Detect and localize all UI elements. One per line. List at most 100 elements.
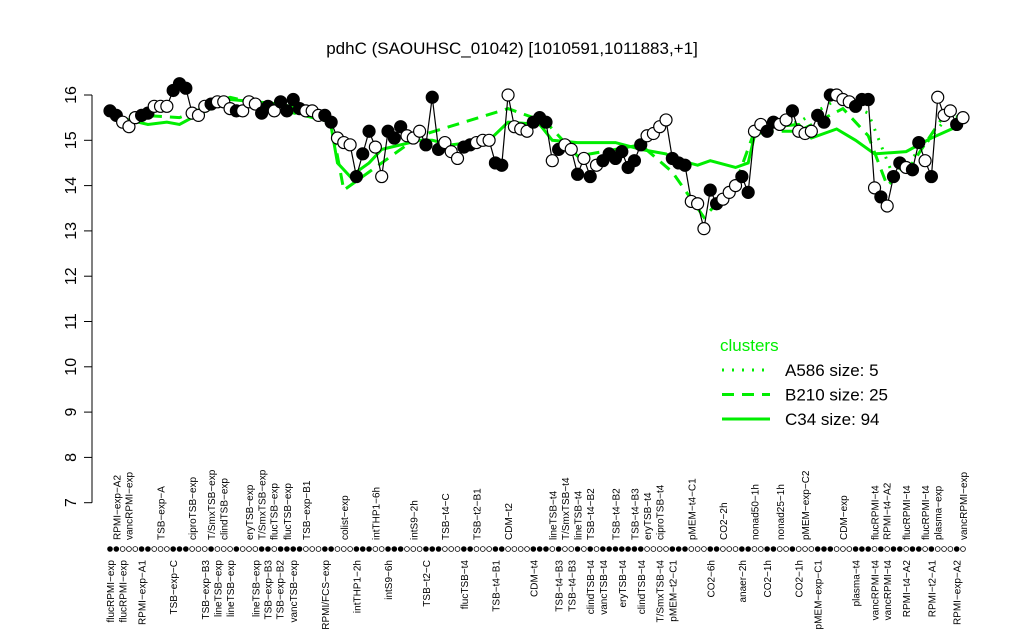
sample-rug — [107, 546, 966, 552]
rug-marker — [776, 546, 783, 552]
x-label-top: RPMI−exp−A2 — [112, 475, 123, 540]
rug-marker — [195, 546, 202, 552]
x-label-bottom: TSB−exp−B3 — [201, 560, 212, 620]
rug-marker — [429, 546, 436, 552]
filled-data-point — [495, 158, 509, 172]
rug-marker — [846, 546, 853, 552]
y-tick-label: 15 — [63, 131, 80, 149]
x-label-top: ciproTSB−t4 — [656, 484, 667, 540]
x-label-bottom: TSB−t4−B3 — [567, 560, 578, 612]
x-label-top: ciproTSB−exp — [188, 476, 199, 540]
x-label-bottom: RPMI/FCS−exp — [321, 560, 332, 630]
x-label-bottom: eryTSB−t4 — [618, 560, 629, 608]
filled-data-point — [735, 169, 749, 184]
rug-marker — [871, 546, 878, 552]
filled-data-point — [179, 81, 193, 95]
x-label-top: colist−exp — [340, 495, 351, 540]
rug-marker — [562, 546, 568, 552]
legend-label: B210 size: 25 — [785, 386, 888, 405]
x-label-bottom: RPMI−t4−A2 — [902, 560, 913, 618]
rug-marker — [555, 546, 562, 552]
rug-marker — [353, 546, 360, 552]
y-tick-label: 11 — [63, 313, 80, 330]
rug-marker — [637, 546, 644, 552]
x-label-top: intS9−2h — [409, 500, 420, 540]
rug-marker — [783, 546, 789, 552]
filled-data-point — [760, 124, 774, 138]
x-label-top: nonad50−1h — [750, 484, 761, 540]
filled-data-point — [324, 115, 338, 129]
rug-marker — [764, 546, 770, 552]
filled-data-point — [419, 138, 433, 152]
rug-marker — [347, 546, 353, 552]
x-label-bottom: flucRPMI−exp — [106, 560, 117, 623]
open-data-point — [501, 88, 515, 102]
rug-marker — [176, 546, 183, 552]
x-label-bottom: pMEM−t2−C1 — [668, 560, 679, 622]
x-label-top: TSB−t4−C — [441, 493, 452, 540]
filled-data-point — [274, 95, 288, 109]
filled-data-point — [387, 131, 401, 145]
x-label-bottom: flucTSB−t4 — [460, 560, 471, 610]
rug-marker — [682, 546, 688, 552]
x-label-top: pMEM−exp−C2 — [801, 470, 812, 540]
x-label-bottom: TSB−exp−B3 — [263, 560, 274, 620]
rug-marker — [322, 546, 328, 552]
cluster-line-dashed — [109, 95, 964, 220]
rug-marker — [745, 546, 751, 552]
rug-marker — [189, 546, 195, 552]
filled-data-point — [349, 169, 364, 184]
y-tick-label: 9 — [63, 408, 80, 417]
open-data-point — [931, 90, 945, 104]
open-data-point — [867, 181, 882, 195]
rug-marker — [587, 546, 594, 552]
rug-marker — [423, 546, 429, 552]
x-label-top: flucTSB−exp — [283, 483, 294, 540]
rug-marker — [467, 546, 473, 552]
x-label-bottom: lineTSB−exp — [251, 560, 262, 617]
rug-marker — [239, 546, 246, 552]
open-data-point — [267, 104, 281, 118]
rug-marker — [435, 546, 442, 552]
x-label-top: RPMI−t4−A2 — [883, 482, 894, 540]
x-label-bottom: lineTSB−exp — [213, 560, 224, 617]
legend-title: clusters — [720, 336, 779, 355]
x-label-bottom: CO2−1h — [763, 560, 774, 598]
rug-marker — [606, 546, 612, 552]
rug-marker — [233, 546, 240, 552]
rug-marker — [960, 546, 966, 552]
rug-marker — [947, 546, 954, 552]
rug-marker — [284, 546, 290, 552]
x-label-top: flucRPMI−t4 — [902, 485, 913, 540]
open-data-point — [375, 169, 389, 184]
x-label-top: TSB−t4−B2 — [611, 488, 622, 540]
y-tick-label: 13 — [63, 222, 80, 240]
rug-marker — [808, 546, 815, 552]
open-data-point — [728, 179, 743, 193]
rug-marker — [720, 546, 726, 552]
x-label-bottom: vancRPMI−t4 — [883, 560, 894, 621]
rug-marker — [132, 546, 139, 552]
x-label-bottom: clindTSB−t4 — [586, 560, 597, 615]
rug-marker — [461, 546, 467, 552]
x-label-bottom: anaer−2h — [738, 560, 749, 603]
open-data-point — [545, 154, 559, 168]
rug-marker — [473, 546, 480, 552]
x-label-bottom: vancTSB−t4 — [599, 560, 610, 615]
rug-marker — [941, 546, 947, 552]
x-label-bottom: CDM−t4 — [529, 560, 540, 597]
rug-marker — [574, 546, 581, 552]
rug-marker — [290, 546, 297, 552]
rug-marker — [915, 546, 922, 552]
rug-marker — [448, 546, 455, 552]
open-data-point — [697, 222, 711, 236]
x-label-top: T/SmxTSB−exp — [207, 469, 218, 540]
rug-marker — [145, 546, 151, 552]
open-data-point — [659, 113, 673, 127]
rug-marker — [795, 546, 802, 552]
rug-marker — [903, 546, 909, 552]
rug-marker — [511, 546, 518, 552]
x-label-top: pMEM−t4−C1 — [687, 478, 698, 540]
x-label-top: lineTSB−t4 — [574, 490, 585, 540]
x-label-bottom: vancRPMI−t4 — [871, 560, 882, 621]
